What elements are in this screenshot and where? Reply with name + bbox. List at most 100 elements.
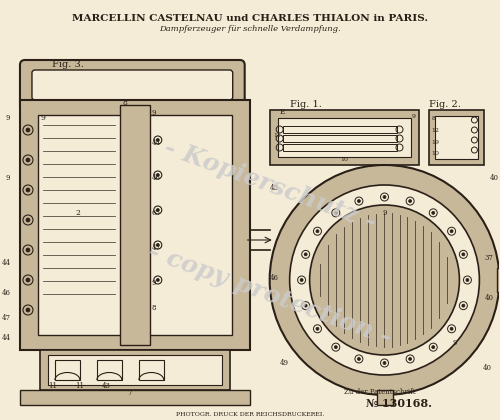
Text: 9: 9 xyxy=(6,114,10,122)
Text: 2: 2 xyxy=(76,209,80,217)
Text: Dampferzeuger für schnelle Verdampfung.: Dampferzeuger für schnelle Verdampfung. xyxy=(159,25,340,33)
Circle shape xyxy=(316,327,319,330)
Circle shape xyxy=(408,200,412,202)
Circle shape xyxy=(156,278,160,281)
Text: 10: 10 xyxy=(340,157,348,162)
Bar xyxy=(139,360,164,380)
Text: 45: 45 xyxy=(270,184,279,192)
Bar xyxy=(20,100,250,350)
Circle shape xyxy=(450,327,453,330)
Circle shape xyxy=(304,253,307,256)
Text: 40: 40 xyxy=(484,294,494,302)
Circle shape xyxy=(290,185,480,375)
Circle shape xyxy=(156,208,160,212)
FancyBboxPatch shape xyxy=(20,60,244,110)
Circle shape xyxy=(316,230,319,233)
Text: 44: 44 xyxy=(2,334,11,342)
Circle shape xyxy=(26,188,30,192)
Circle shape xyxy=(270,165,500,395)
Text: 9: 9 xyxy=(412,114,416,119)
Text: 44: 44 xyxy=(2,259,11,267)
Circle shape xyxy=(358,200,360,202)
Text: 8: 8 xyxy=(432,116,436,121)
Circle shape xyxy=(156,244,160,247)
Text: Zu der Patentschrift: Zu der Patentschrift xyxy=(344,388,416,396)
Bar xyxy=(278,118,411,157)
Circle shape xyxy=(383,362,386,365)
Text: 9: 9 xyxy=(152,279,156,287)
Text: 9: 9 xyxy=(152,109,156,117)
Text: 46: 46 xyxy=(152,174,161,182)
Bar xyxy=(48,355,222,385)
Bar xyxy=(38,115,232,335)
Circle shape xyxy=(156,139,160,142)
Bar xyxy=(282,126,397,133)
Bar xyxy=(97,360,122,380)
Text: 65: 65 xyxy=(152,209,161,217)
Text: 7: 7 xyxy=(128,389,132,397)
Text: 44: 44 xyxy=(152,139,161,147)
Text: 49: 49 xyxy=(280,359,289,367)
Circle shape xyxy=(358,357,360,360)
Text: Fig. 2.: Fig. 2. xyxy=(430,100,462,109)
Text: PHOTOGR. DRUCK DER REICHSDRUCKEREI.: PHOTOGR. DRUCK DER REICHSDRUCKEREI. xyxy=(176,412,324,417)
Circle shape xyxy=(26,158,30,162)
Text: - copy protection -: - copy protection - xyxy=(145,240,394,350)
Circle shape xyxy=(334,211,338,214)
Text: Fig. 1.: Fig. 1. xyxy=(290,100,322,109)
Text: 9: 9 xyxy=(6,174,10,182)
Text: 9: 9 xyxy=(382,209,387,217)
Circle shape xyxy=(334,346,338,349)
Text: MARCELLIN CASTELNAU und CHARLES THIALON in PARIS.: MARCELLIN CASTELNAU und CHARLES THIALON … xyxy=(72,14,428,23)
Circle shape xyxy=(26,218,30,222)
Text: E: E xyxy=(280,108,285,116)
Bar xyxy=(40,350,230,390)
FancyBboxPatch shape xyxy=(32,70,232,100)
Text: 9: 9 xyxy=(40,114,46,122)
Text: 40: 40 xyxy=(490,174,499,182)
Circle shape xyxy=(304,304,307,307)
Text: 46: 46 xyxy=(270,274,279,282)
Text: 9: 9 xyxy=(452,339,456,347)
Text: 47: 47 xyxy=(152,244,161,252)
Bar xyxy=(282,144,397,151)
Circle shape xyxy=(383,195,386,199)
Circle shape xyxy=(26,248,30,252)
Text: 19: 19 xyxy=(432,140,440,145)
Text: - Kopierschutz -: - Kopierschutz - xyxy=(160,136,379,234)
Circle shape xyxy=(466,278,469,281)
Bar xyxy=(120,105,150,345)
Circle shape xyxy=(26,128,30,132)
Text: 43: 43 xyxy=(102,382,110,390)
Text: 8: 8 xyxy=(152,304,156,312)
Text: 11: 11 xyxy=(274,133,281,138)
Text: 12: 12 xyxy=(432,128,440,133)
Text: Fig. 3.: Fig. 3. xyxy=(52,60,84,69)
Bar xyxy=(430,110,484,165)
Bar xyxy=(436,116,478,159)
Text: 47: 47 xyxy=(2,314,11,322)
Text: 11: 11 xyxy=(48,382,57,390)
Bar xyxy=(282,135,397,142)
Circle shape xyxy=(462,304,465,307)
Circle shape xyxy=(450,230,453,233)
Circle shape xyxy=(26,308,30,312)
Circle shape xyxy=(408,357,412,360)
Bar xyxy=(270,110,420,165)
Bar xyxy=(20,390,250,405)
Circle shape xyxy=(156,173,160,176)
Text: 8: 8 xyxy=(122,99,128,107)
Bar xyxy=(55,360,80,380)
Circle shape xyxy=(432,346,434,349)
Circle shape xyxy=(310,205,460,355)
Circle shape xyxy=(300,278,303,281)
Text: № 130168.: № 130168. xyxy=(366,398,432,409)
Bar xyxy=(498,268,500,292)
Text: 11: 11 xyxy=(75,382,84,390)
Circle shape xyxy=(462,253,465,256)
Text: 40: 40 xyxy=(483,364,492,372)
Text: 37: 37 xyxy=(484,254,494,262)
Text: 10: 10 xyxy=(432,151,440,156)
Circle shape xyxy=(26,278,30,282)
Text: 46: 46 xyxy=(2,289,11,297)
